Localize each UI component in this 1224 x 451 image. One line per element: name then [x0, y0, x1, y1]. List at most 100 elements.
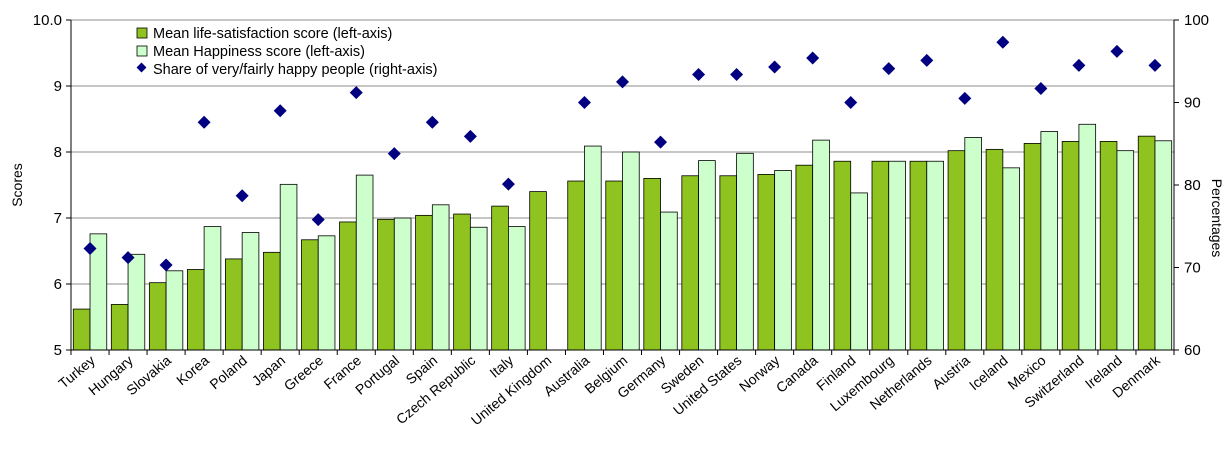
bar-happiness	[1040, 131, 1059, 351]
category-label: Italy	[486, 352, 516, 381]
marker-happy-share	[463, 129, 477, 143]
marker-happy-share	[1072, 58, 1086, 72]
left-tick-label: 5	[54, 342, 62, 359]
bar-happiness	[584, 145, 602, 351]
y2-axis-title: Percentages	[1209, 179, 1224, 258]
bar-happiness	[1116, 150, 1135, 351]
bar-happiness	[698, 160, 716, 351]
bar-happiness	[431, 204, 450, 351]
bar-life-satisfaction	[681, 175, 699, 351]
bar-happiness	[926, 160, 944, 351]
legend-label-happiness: Mean Happiness score (left-axis)	[153, 44, 365, 60]
bar-happiness	[469, 226, 488, 351]
bar-happiness	[964, 137, 982, 351]
right-tick-label: 60	[1184, 342, 1201, 359]
bar-happiness	[1002, 167, 1020, 351]
bar-life-satisfaction	[757, 174, 776, 351]
bar-happiness	[355, 174, 374, 351]
bar-life-satisfaction	[871, 160, 890, 351]
markers	[83, 35, 1162, 272]
right-tick-label: 70	[1184, 260, 1201, 277]
marker-happy-share	[616, 75, 629, 89]
bar-life-satisfaction	[1137, 135, 1156, 351]
bar-happiness	[241, 232, 260, 351]
legend-label-life-satisfaction: Mean life-satisfaction score (left-axis)	[153, 26, 392, 42]
marker-happy-share	[311, 213, 325, 227]
bar-life-satisfaction	[377, 218, 395, 351]
bar-happiness	[736, 152, 754, 351]
bar-life-satisfaction	[1099, 141, 1118, 351]
bar-life-satisfaction	[795, 164, 814, 351]
legend-swatch-happiness	[136, 45, 148, 57]
bar-life-satisfaction	[491, 205, 509, 351]
left-axis-ticks: 5 6 7 8 9 10.0	[33, 12, 71, 359]
category-label: Canada	[773, 352, 821, 396]
marker-happy-share	[121, 251, 135, 265]
marker-happy-share	[501, 177, 515, 191]
legend-label-happy-share: Share of very/fairly happy people (right…	[153, 62, 438, 78]
marker-happy-share	[387, 147, 401, 161]
bar-life-satisfaction	[643, 177, 661, 351]
bar-life-satisfaction	[985, 148, 1004, 351]
marker-happy-share	[882, 62, 896, 76]
marker-happy-share	[1034, 81, 1048, 95]
marker-happy-share	[425, 115, 439, 129]
legend-swatch-life-satisfaction	[136, 27, 148, 39]
bar-life-satisfaction	[453, 213, 471, 351]
bar-life-satisfaction	[225, 258, 243, 351]
marker-happy-share	[768, 60, 782, 74]
bar-happiness	[507, 226, 526, 351]
bar-life-satisfaction	[72, 308, 91, 351]
bar-happiness	[127, 253, 146, 351]
bar-life-satisfaction	[186, 269, 205, 351]
category-label: Austria	[929, 352, 973, 392]
right-axis-ticks: 60 70 80 90 100	[1174, 12, 1209, 359]
marker-happy-share	[1148, 58, 1162, 72]
bar-life-satisfaction	[148, 282, 167, 351]
legend-marker-happy-share	[136, 62, 147, 73]
left-tick-label: 6	[54, 276, 62, 293]
bar-life-satisfaction	[415, 214, 433, 351]
marker-happy-share	[1110, 44, 1124, 58]
bar-happiness	[622, 151, 640, 351]
y-axis-title: Scores	[9, 163, 25, 207]
bar-happiness	[1078, 123, 1097, 351]
category-label: Iceland	[966, 352, 1011, 393]
marker-happy-share	[844, 96, 858, 109]
bar-life-satisfaction	[947, 150, 966, 351]
bar-life-satisfaction	[719, 175, 738, 351]
legend: Mean life-satisfaction score (left-axis)…	[136, 26, 438, 78]
bar-happiness	[317, 235, 336, 351]
marker-happy-share	[197, 115, 211, 129]
bars	[72, 123, 1173, 351]
category-label: Greece	[281, 352, 327, 394]
marker-happy-share	[958, 91, 972, 105]
bar-happiness	[165, 270, 184, 351]
marker-happy-share	[996, 35, 1010, 49]
marker-happy-share	[235, 189, 249, 203]
bar-life-satisfaction	[1023, 143, 1042, 351]
category-label: Poland	[206, 352, 250, 392]
marker-happy-share	[83, 242, 97, 256]
marker-happy-share	[806, 51, 820, 65]
marker-happy-share	[692, 67, 706, 81]
bar-happiness	[812, 139, 830, 351]
bar-happiness	[888, 160, 906, 351]
bar-happiness	[850, 192, 868, 351]
bar-life-satisfaction	[605, 180, 623, 351]
bar-life-satisfaction	[110, 304, 129, 351]
marker-happy-share	[920, 53, 934, 67]
bar-happiness	[660, 211, 678, 351]
bar-life-satisfaction	[833, 160, 852, 351]
bar-life-satisfaction	[909, 160, 928, 351]
left-tick-label: 7	[54, 210, 62, 227]
left-tick-label: 9	[54, 78, 62, 95]
bar-happiness	[393, 217, 412, 351]
bar-happiness	[1154, 140, 1173, 351]
marker-happy-share	[654, 135, 668, 149]
marker-happy-share	[349, 86, 363, 100]
bar-life-satisfaction	[1061, 141, 1080, 351]
bar-life-satisfaction	[529, 191, 547, 351]
